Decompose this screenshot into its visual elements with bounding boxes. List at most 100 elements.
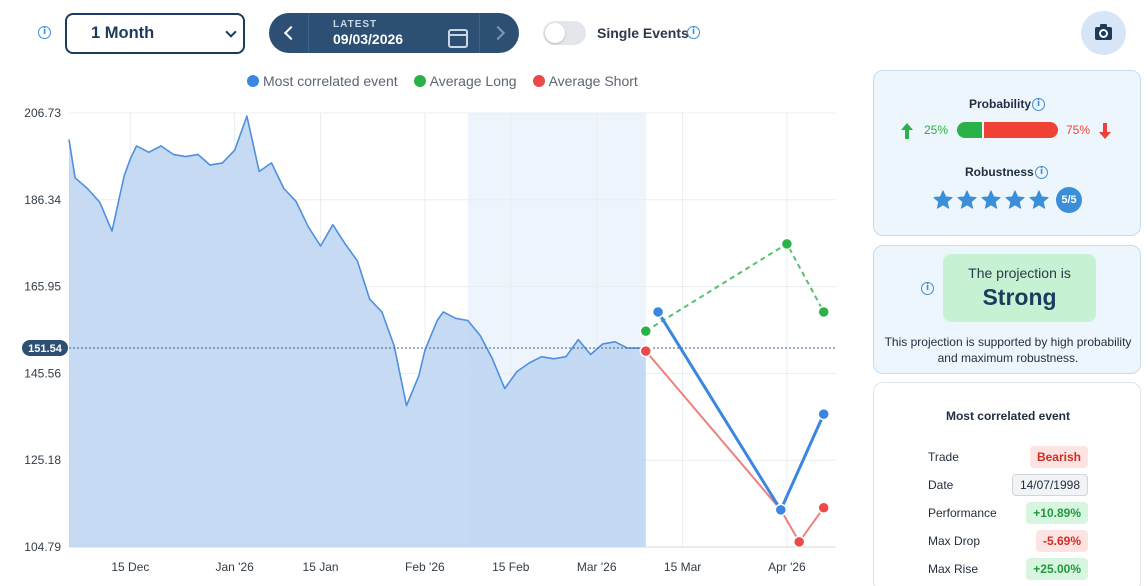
- star-icon: [1005, 190, 1025, 209]
- event-row-label: Max Rise: [928, 562, 979, 576]
- long-probability: 25%: [924, 123, 949, 137]
- projection-point: [792, 535, 806, 549]
- x-tick-label: Mar '26: [577, 560, 617, 574]
- event-row-label: Trade: [928, 450, 959, 464]
- projection-point: [817, 407, 830, 421]
- legend-item[interactable]: Average Long: [413, 73, 517, 89]
- chevron-left-icon: [283, 25, 298, 41]
- single-events-info-icon[interactable]: i: [687, 26, 700, 39]
- arrow-down-icon: [1099, 123, 1111, 139]
- star-icon: [981, 190, 1001, 209]
- legend-label: Average Short: [548, 73, 638, 89]
- projection-point: [817, 501, 830, 515]
- event-panel: Most correlated event Trade Bearish Date…: [873, 382, 1141, 586]
- price-area: [69, 116, 646, 547]
- projection-point: [639, 324, 653, 338]
- robustness-info-icon[interactable]: i: [1035, 166, 1048, 179]
- event-row-value: 14/07/1998: [1011, 474, 1088, 496]
- event-row-value: Bearish: [1029, 446, 1088, 468]
- legend-item[interactable]: Average Short: [532, 73, 638, 89]
- projection-info-icon[interactable]: i: [921, 282, 934, 295]
- event-row-performance: Performance +10.89%: [874, 502, 1142, 524]
- chart-legend: Most correlated event Average Long Average…: [247, 73, 638, 89]
- x-tick-label: Jan '26: [216, 560, 255, 574]
- projection-point: [817, 305, 830, 319]
- event-row-value: +10.89%: [1026, 502, 1088, 524]
- projection-lead: The projection is: [968, 265, 1071, 281]
- x-tick-label: Feb '26: [405, 560, 445, 574]
- event-row-label: Date: [928, 478, 954, 492]
- probability-title: Probability: [969, 97, 1032, 111]
- y-tick-label: 104.79: [24, 540, 61, 554]
- star-icon: [933, 190, 953, 209]
- robustness-badge: 5/5: [1056, 187, 1082, 213]
- legend-marker: [413, 75, 426, 87]
- projection-point: [639, 344, 653, 358]
- probability-bar: [957, 122, 1058, 138]
- x-tick-label: Apr '26: [768, 560, 806, 574]
- price-chart[interactable]: 206.73 186.34 165.95 145.56 125.18 104.79 15 D…: [0, 95, 860, 586]
- date-label: LATEST: [333, 18, 378, 30]
- projection-description: This projection is supported by high pro…: [884, 335, 1132, 365]
- legend-marker: [247, 75, 259, 87]
- x-tick-label: 15 Dec: [111, 560, 149, 574]
- legend-marker: [532, 75, 545, 87]
- event-row-label: Performance: [928, 506, 997, 520]
- single-events-toggle[interactable]: [543, 21, 586, 45]
- chevron-down-icon: [225, 26, 237, 38]
- period-info-icon[interactable]: i: [38, 26, 51, 39]
- legend-item[interactable]: Most correlated event: [247, 73, 398, 89]
- date-navigator: LATEST 09/03/2026: [269, 13, 519, 53]
- previous-date-button[interactable]: [269, 13, 309, 53]
- current-value-badge: [22, 339, 68, 356]
- projection-point: [780, 237, 794, 251]
- event-row-value: -5.69%: [1035, 530, 1088, 552]
- camera-icon: [1095, 24, 1112, 40]
- current-value-label: 151.54: [28, 343, 63, 355]
- probability-bar-short: [984, 122, 1058, 138]
- toggle-knob: [545, 23, 565, 43]
- y-tick-label: 206.73: [24, 106, 61, 120]
- single-events-label: Single Events: [597, 25, 689, 41]
- event-row-date: Date 14/07/1998: [874, 474, 1142, 496]
- projection-line: [645, 350, 825, 543]
- event-row-trade: Trade Bearish: [874, 446, 1142, 468]
- x-tick-label: 15 Mar: [664, 560, 701, 574]
- short-probability: 75%: [1066, 123, 1091, 137]
- price-line: [68, 115, 646, 407]
- projection-line: [645, 242, 825, 332]
- event-row-max-rise: Max Rise +25.00%: [874, 558, 1142, 580]
- period-select-value: 1 Month: [91, 24, 155, 42]
- legend-label: Most correlated event: [263, 73, 398, 89]
- probability-panel: Probability i 25% 75% Robustness i 5/5: [873, 70, 1141, 236]
- projection-strength-box: The projection is Strong: [943, 254, 1096, 322]
- screenshot-button[interactable]: [1081, 11, 1126, 55]
- next-date-button[interactable]: [479, 13, 519, 53]
- event-row-max-drop: Max Drop -5.69%: [874, 530, 1142, 552]
- star-icon: [1029, 190, 1049, 209]
- x-tick-label: 15 Feb: [492, 560, 530, 574]
- date-value: 09/03/2026: [333, 30, 404, 47]
- legend-label: Average Long: [429, 73, 517, 89]
- period-select[interactable]: 1 Month: [65, 13, 245, 54]
- date-picker[interactable]: LATEST 09/03/2026: [309, 19, 479, 48]
- event-row-value: +25.00%: [1026, 558, 1088, 580]
- arrow-up-icon: [901, 123, 913, 139]
- calendar-icon[interactable]: [448, 28, 468, 48]
- projection-point: [651, 305, 665, 319]
- event-title: Most correlated event: [945, 409, 1071, 423]
- projection-point: [774, 503, 788, 517]
- projection-panel: i The projection is Strong This projecti…: [873, 245, 1141, 374]
- chevron-right-icon: [490, 25, 505, 41]
- y-tick-label: 165.95: [24, 280, 61, 294]
- projection-strength: Strong: [982, 284, 1057, 310]
- star-icon: [957, 190, 977, 209]
- y-tick-label: 125.18: [24, 453, 61, 467]
- robustness-stars: [932, 189, 1050, 211]
- probability-info-icon[interactable]: i: [1032, 98, 1045, 111]
- y-tick-label: 145.56: [24, 366, 61, 380]
- probability-bar-long: [957, 122, 983, 138]
- x-tick-label: 15 Jan: [303, 560, 339, 574]
- event-row-label: Max Drop: [928, 534, 981, 548]
- y-tick-label: 186.34: [24, 193, 61, 207]
